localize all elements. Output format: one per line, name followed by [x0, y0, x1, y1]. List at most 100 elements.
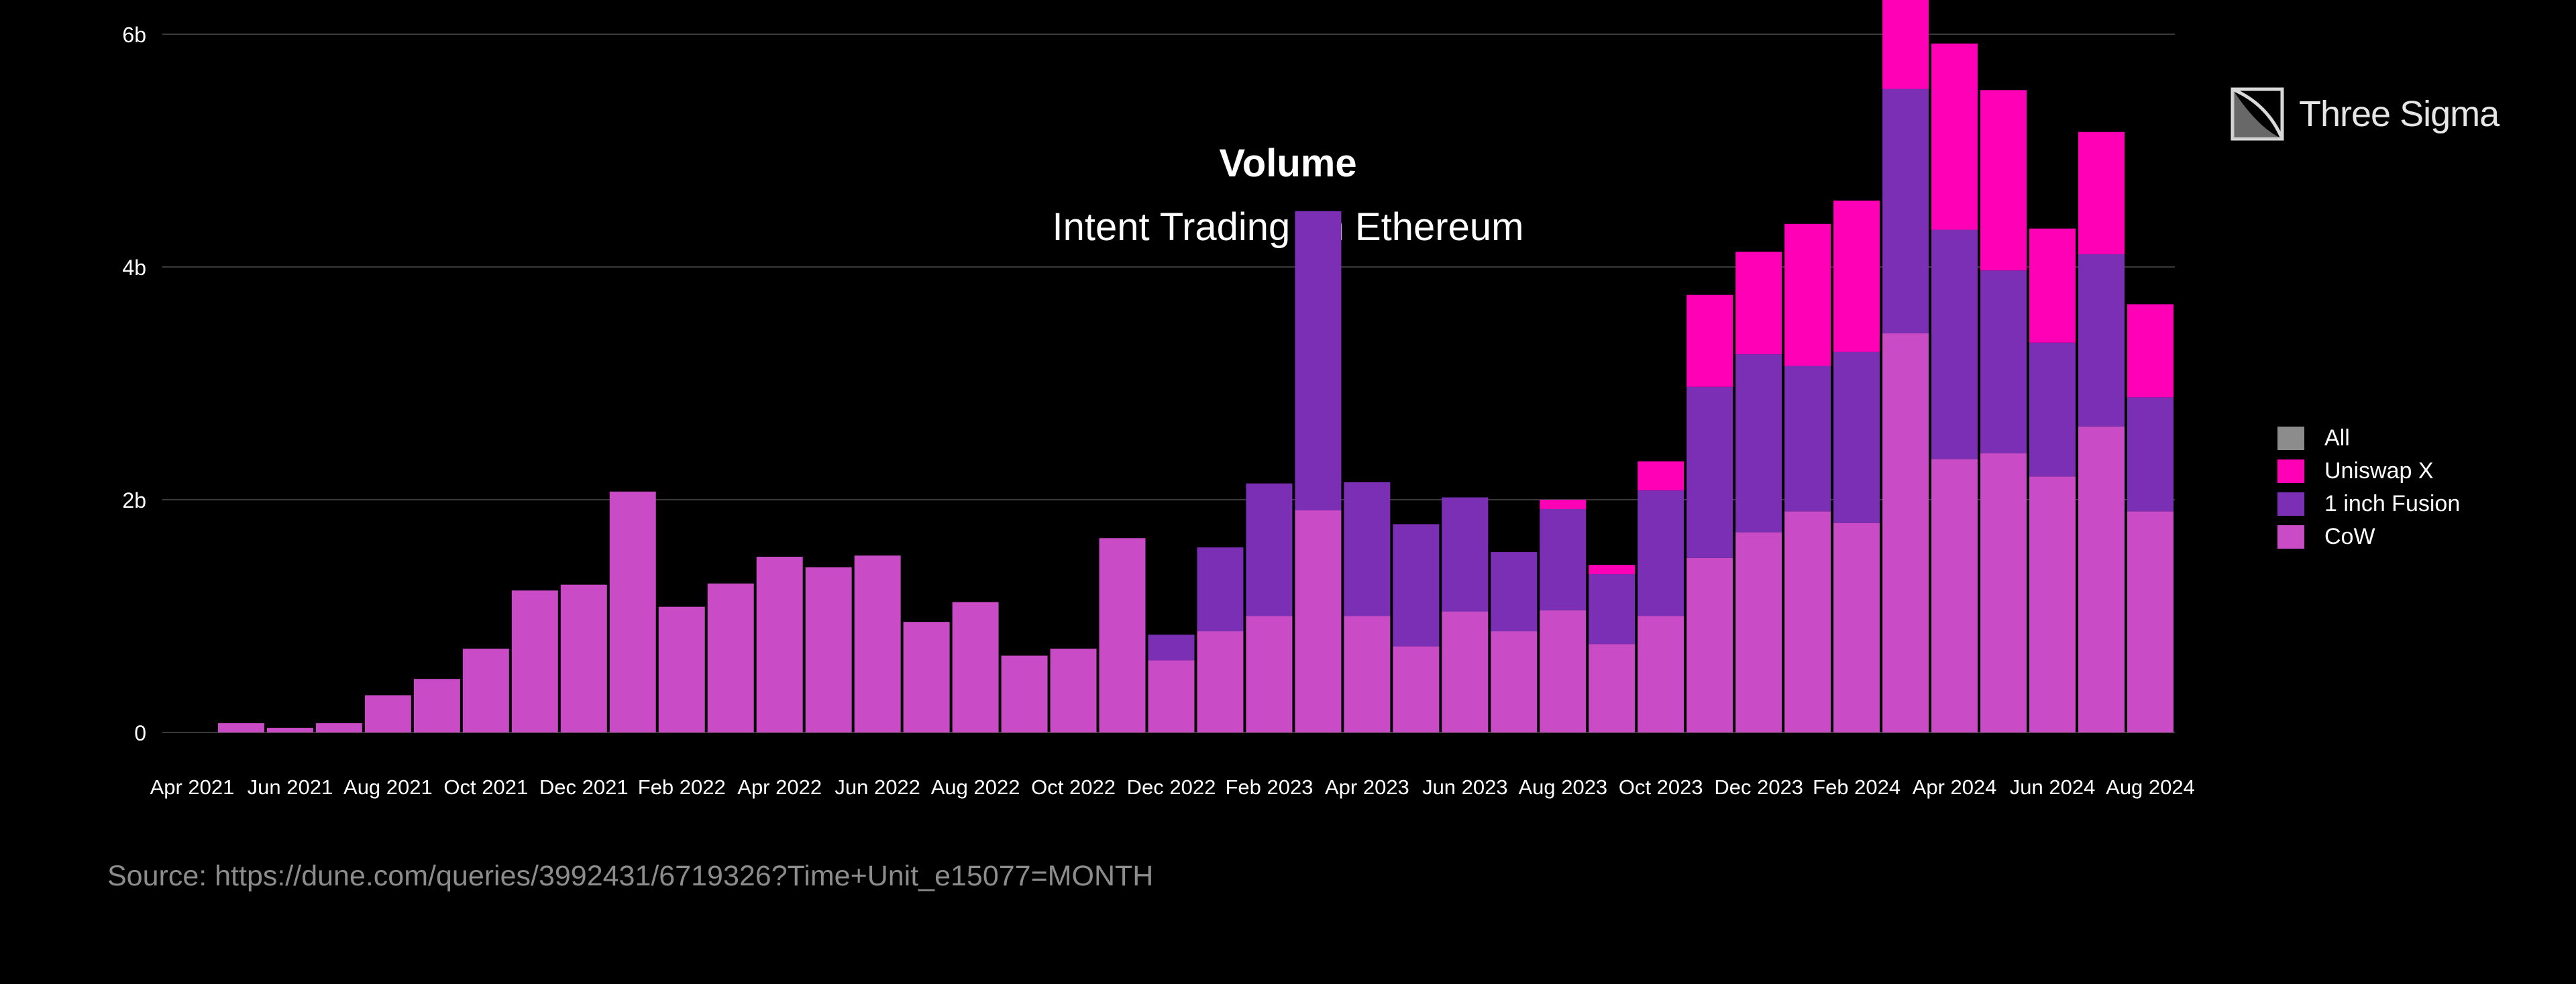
- bar-segment-cow[interactable]: [756, 557, 803, 732]
- bar-segment-cow[interactable]: [1442, 611, 1489, 732]
- legend-swatch: [2277, 459, 2304, 483]
- x-tick-label: Jun 2024: [2010, 775, 2096, 799]
- bar-segment-cow[interactable]: [805, 567, 852, 732]
- bar-segment-uniswap-x[interactable]: [1735, 252, 1782, 355]
- bar-segment-cow[interactable]: [903, 622, 950, 732]
- x-tick-label: Oct 2022: [1031, 775, 1116, 799]
- legend-swatch: [2277, 427, 2304, 450]
- bar-segment-1-inch-fusion[interactable]: [1882, 89, 1929, 333]
- bar-segment-1-inch-fusion[interactable]: [1833, 351, 1880, 523]
- bar-segment-1-inch-fusion[interactable]: [2127, 397, 2174, 512]
- y-tick-label: 6b: [122, 23, 146, 47]
- bar-segment-cow[interactable]: [1540, 610, 1587, 732]
- bar-segment-1-inch-fusion[interactable]: [1148, 635, 1195, 661]
- bar-segment-1-inch-fusion[interactable]: [1638, 490, 1684, 616]
- bar-segment-cow[interactable]: [1295, 510, 1342, 732]
- x-tick-label: Feb 2024: [1813, 775, 1900, 799]
- bar-segment-cow[interactable]: [413, 679, 460, 732]
- bar-segment-cow[interactable]: [1784, 511, 1831, 732]
- bar-segment-cow[interactable]: [1050, 649, 1097, 732]
- bar-segment-1-inch-fusion[interactable]: [1540, 508, 1587, 610]
- bar-segment-uniswap-x[interactable]: [1638, 461, 1684, 491]
- bar-segment-uniswap-x[interactable]: [1931, 43, 1978, 230]
- bar-segment-uniswap-x[interactable]: [2078, 131, 2125, 254]
- bar-segment-cow[interactable]: [1931, 459, 1978, 732]
- x-axis-ticks: Apr 2021 Jun 2021 Aug 2021 Oct 2021 Dec 2021…: [150, 775, 2195, 799]
- bar-segment-cow[interactable]: [364, 695, 411, 732]
- bars: [217, 0, 2174, 733]
- bar-segment-cow[interactable]: [315, 723, 362, 732]
- x-tick-label: Apr 2022: [737, 775, 822, 799]
- bar-segment-uniswap-x[interactable]: [1540, 500, 1587, 509]
- bar-segment-1-inch-fusion[interactable]: [1246, 483, 1293, 616]
- legend-item-all[interactable]: All: [2277, 425, 2460, 451]
- bar-segment-cow[interactable]: [707, 583, 754, 732]
- bar-segment-cow[interactable]: [462, 649, 509, 732]
- bar-segment-1-inch-fusion[interactable]: [1931, 229, 1978, 459]
- x-tick-label: Oct 2021: [443, 775, 528, 799]
- bar-segment-cow[interactable]: [560, 584, 607, 732]
- bar-segment-1-inch-fusion[interactable]: [1491, 552, 1538, 632]
- bar-segment-cow[interactable]: [1393, 646, 1440, 732]
- bar-segment-cow[interactable]: [2127, 511, 2174, 732]
- bar-segment-cow[interactable]: [2078, 426, 2125, 732]
- legend-label: CoW: [2324, 524, 2375, 549]
- bar-segment-cow[interactable]: [1148, 660, 1195, 732]
- x-tick-label: Aug 2022: [931, 775, 1020, 799]
- x-tick-label: Apr 2024: [1913, 775, 1997, 799]
- bar-segment-uniswap-x[interactable]: [2029, 228, 2076, 343]
- bar-segment-uniswap-x[interactable]: [1589, 565, 1635, 575]
- bar-segment-cow[interactable]: [2029, 476, 2076, 732]
- bar-segment-cow[interactable]: [1001, 655, 1048, 732]
- bar-segment-1-inch-fusion[interactable]: [1344, 482, 1391, 616]
- x-tick-label: Aug 2023: [1518, 775, 1607, 799]
- bar-segment-cow[interactable]: [1099, 538, 1146, 732]
- bar-segment-1-inch-fusion[interactable]: [1735, 354, 1782, 533]
- bar-segment-1-inch-fusion[interactable]: [1295, 211, 1342, 510]
- brand-logo: Three Sigma: [2231, 87, 2500, 141]
- bar-segment-1-inch-fusion[interactable]: [2029, 342, 2076, 477]
- bar-segment-1-inch-fusion[interactable]: [2078, 254, 2125, 427]
- bar-segment-cow[interactable]: [1833, 523, 1880, 732]
- bar-segment-uniswap-x[interactable]: [1784, 223, 1831, 366]
- bar-segment-uniswap-x[interactable]: [1686, 294, 1733, 387]
- bar-segment-cow[interactable]: [952, 602, 999, 732]
- bar-segment-uniswap-x[interactable]: [1833, 201, 1880, 352]
- x-tick-label: Dec 2023: [1714, 775, 1803, 799]
- x-tick-label: Apr 2023: [1325, 775, 1409, 799]
- bar-segment-uniswap-x[interactable]: [2127, 304, 2174, 398]
- bar-segment-cow[interactable]: [1491, 631, 1538, 732]
- bar-segment-1-inch-fusion[interactable]: [1197, 547, 1244, 632]
- bar-segment-1-inch-fusion[interactable]: [1980, 270, 2027, 453]
- bar-segment-cow[interactable]: [217, 723, 264, 732]
- legend-label: All: [2324, 425, 2350, 451]
- bar-segment-1-inch-fusion[interactable]: [1686, 386, 1733, 558]
- bar-segment-cow[interactable]: [511, 590, 558, 732]
- bar-segment-1-inch-fusion[interactable]: [1784, 366, 1831, 512]
- bar-segment-cow[interactable]: [1980, 453, 2027, 732]
- bar-segment-uniswap-x[interactable]: [1980, 90, 2027, 271]
- bar-segment-1-inch-fusion[interactable]: [1442, 497, 1489, 612]
- bar-segment-cow[interactable]: [1686, 557, 1733, 732]
- legend-item-1inch-fusion[interactable]: 1 inch Fusion: [2277, 491, 2460, 516]
- bar-segment-cow[interactable]: [1197, 631, 1244, 732]
- bar-segment-cow[interactable]: [609, 491, 656, 732]
- bar-segment-1-inch-fusion[interactable]: [1393, 524, 1440, 647]
- bar-segment-cow[interactable]: [1735, 532, 1782, 732]
- bar-segment-cow[interactable]: [1638, 616, 1684, 733]
- x-tick-label: Dec 2022: [1127, 775, 1216, 799]
- legend-item-cow[interactable]: CoW: [2277, 524, 2460, 549]
- bar-segment-cow[interactable]: [1589, 644, 1635, 732]
- bar-segment-cow[interactable]: [658, 606, 705, 732]
- bar-segment-cow[interactable]: [854, 555, 901, 732]
- bar-segment-1-inch-fusion[interactable]: [1589, 574, 1635, 645]
- bar-segment-cow[interactable]: [1344, 616, 1391, 733]
- legend-swatch: [2277, 492, 2304, 516]
- chart-subtitle: Intent Trading on Ethereum: [1052, 205, 1524, 249]
- bar-segment-cow[interactable]: [1246, 616, 1293, 733]
- legend-item-uniswap-x[interactable]: Uniswap X: [2277, 458, 2460, 484]
- bar-segment-uniswap-x[interactable]: [1882, 0, 1929, 89]
- bar-segment-cow[interactable]: [1882, 333, 1929, 732]
- bar-segment-cow[interactable]: [266, 728, 313, 732]
- chart-legend: All Uniswap X 1 inch Fusion CoW: [2277, 425, 2460, 549]
